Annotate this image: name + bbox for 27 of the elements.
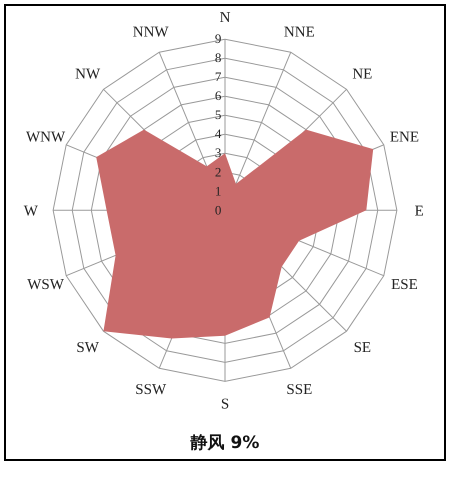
y-tick-label: 4 (214, 126, 222, 142)
spoke-label: SSW (135, 382, 167, 398)
y-tick-label: 7 (214, 69, 222, 84)
spoke-label: NNW (132, 24, 170, 41)
spoke-label: NW (75, 66, 101, 83)
y-tick-label: 2 (214, 164, 222, 180)
spoke-label: NE (352, 66, 372, 83)
spoke-label: S (220, 396, 230, 413)
y-tick-label: 6 (214, 88, 222, 104)
spoke-label: N (220, 10, 231, 26)
spoke-label: SE (354, 340, 372, 356)
y-tick-label: 8 (214, 50, 222, 66)
text: 静风 9% (190, 432, 260, 453)
spoke-label: W (24, 203, 39, 220)
y-tick-label: 3 (214, 145, 222, 160)
y-tick-label: 1 (214, 183, 222, 198)
spoke-label: WSW (27, 277, 65, 294)
spoke-label: NNE (284, 24, 315, 41)
spoke-label: SSE (286, 382, 312, 398)
spoke-label: E (414, 203, 424, 220)
spoke-label: ESE (391, 277, 418, 294)
y-tick-label: 0 (214, 202, 222, 218)
y-tick-label: 9 (214, 31, 222, 46)
spoke-label: ENE (390, 129, 420, 146)
spoke-label: SW (76, 340, 100, 356)
spoke-label: WNW (26, 129, 66, 146)
y-tick-label: 5 (214, 107, 222, 122)
